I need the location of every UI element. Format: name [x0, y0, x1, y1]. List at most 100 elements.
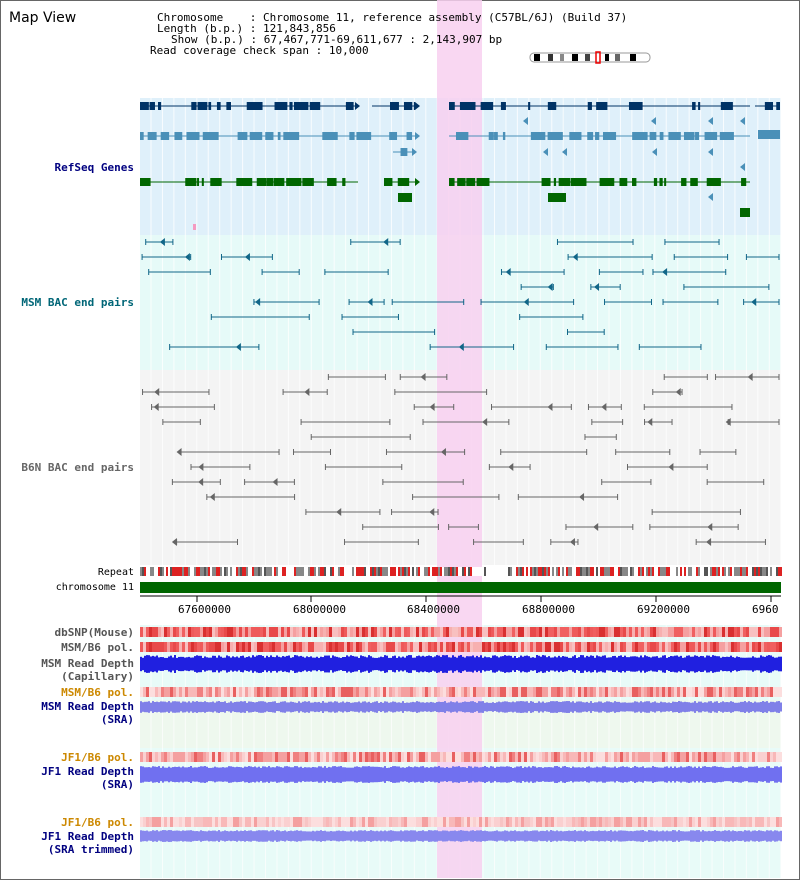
repeat-mark	[682, 567, 684, 576]
repeat-mark	[702, 567, 704, 576]
heat-cell	[482, 687, 485, 697]
track-label-jf1-depth-trim[interactable]: JF1 Read Depth (SRA trimmed)	[41, 830, 134, 856]
heat-cell	[305, 627, 308, 637]
depth-bar	[514, 702, 516, 712]
depth-bar	[572, 656, 574, 672]
heat-cell	[497, 687, 500, 697]
heat-cell	[254, 752, 257, 762]
track-label-msm-depth-cap[interactable]: MSM Read Depth (Capillary)	[41, 657, 134, 683]
depth-bar	[536, 702, 538, 712]
repeat-mark	[768, 567, 770, 576]
depth-bar	[422, 702, 424, 712]
repeat-mark	[778, 567, 780, 576]
track-label-jf1-b6-pol-1[interactable]: JF1/B6 pol.	[61, 751, 134, 764]
depth-bar	[598, 830, 600, 842]
depth-bar	[472, 701, 474, 713]
heat-cell	[299, 752, 302, 762]
heat-cell	[266, 687, 269, 697]
depth-bar	[246, 766, 248, 783]
gene-exon	[659, 132, 664, 140]
track-label-refseq[interactable]: RefSeq Genes	[54, 161, 134, 174]
repeat-mark	[540, 567, 542, 576]
repeat-mark	[182, 567, 184, 576]
depth-bar	[448, 657, 450, 671]
heat-cell	[623, 817, 626, 827]
depth-bar	[208, 830, 210, 842]
heat-cell	[407, 627, 410, 637]
depth-bar	[350, 767, 352, 782]
track-label-dbsnp[interactable]: dbSNP(Mouse)	[54, 626, 134, 639]
track-label-jf1-depth-sra[interactable]: JF1 Read Depth (SRA)	[41, 765, 134, 791]
heat-cell	[617, 817, 620, 827]
depth-bar	[602, 655, 604, 673]
heat-cell	[233, 627, 236, 637]
heat-cell	[239, 642, 242, 652]
depth-bar	[526, 830, 528, 842]
heat-cell	[206, 627, 209, 637]
depth-bar	[736, 702, 738, 712]
depth-bar	[496, 656, 498, 672]
repeat-mark	[670, 567, 672, 576]
depth-bar	[522, 831, 524, 841]
depth-bar	[488, 767, 490, 782]
heat-cell	[509, 752, 512, 762]
depth-bar	[174, 830, 176, 842]
depth-bar	[344, 656, 346, 672]
depth-bar	[480, 655, 482, 673]
depth-bar	[764, 701, 766, 713]
depth-bar	[658, 702, 660, 712]
depth-bar	[310, 702, 312, 712]
depth-bar	[570, 830, 572, 842]
repeat-mark	[744, 567, 746, 576]
depth-bar	[418, 701, 420, 713]
depth-bar	[272, 767, 274, 782]
depth-bar	[700, 831, 702, 841]
depth-bar	[382, 702, 384, 712]
depth-bar	[216, 657, 218, 671]
repeat-mark	[490, 567, 492, 576]
heat-cell	[272, 642, 275, 652]
heat-cell	[422, 642, 425, 652]
heat-cell	[572, 817, 575, 827]
depth-bar	[616, 657, 618, 671]
gene-exon	[476, 178, 490, 186]
repeat-mark	[502, 567, 504, 576]
repeat-mark	[324, 567, 326, 576]
depth-bar	[324, 702, 326, 712]
repeat-mark	[266, 567, 268, 576]
heat-cell	[500, 687, 503, 697]
depth-bar	[590, 701, 592, 713]
depth-bar	[306, 831, 308, 841]
depth-bar	[756, 766, 758, 783]
gene-exon	[345, 102, 354, 110]
heat-cell	[272, 627, 275, 637]
heat-cell	[671, 817, 674, 827]
heat-cell	[353, 627, 356, 637]
repeat-mark	[274, 567, 276, 576]
depth-bar	[348, 656, 350, 672]
heat-cell	[695, 642, 698, 652]
heat-cell	[521, 642, 524, 652]
depth-bar	[702, 656, 704, 672]
track-label-msm-b6-pol-1[interactable]: MSM/B6 pol.	[61, 641, 134, 654]
repeat-mark	[230, 567, 232, 576]
track-label-b6n-bac[interactable]: B6N BAC end pairs	[21, 461, 134, 474]
heat-cell	[275, 642, 278, 652]
gene-exon	[302, 178, 314, 186]
heat-cell	[572, 752, 575, 762]
heat-cell	[212, 752, 215, 762]
depth-bar	[304, 767, 306, 782]
track-label-msm-depth-sra[interactable]: MSM Read Depth (SRA)	[41, 700, 134, 726]
depth-bar	[160, 767, 162, 782]
depth-bar	[218, 655, 220, 673]
track-label-jf1-b6-pol-2[interactable]: JF1/B6 pol.	[61, 816, 134, 829]
depth-bar	[780, 702, 782, 712]
track-label-msm-bac[interactable]: MSM BAC end pairs	[21, 296, 134, 309]
depth-bar	[752, 830, 754, 842]
depth-bar	[588, 656, 590, 672]
repeat-mark	[260, 567, 262, 576]
repeat-mark	[200, 567, 202, 576]
depth-bar	[218, 767, 220, 782]
track-label-msm-b6-pol-2[interactable]: MSM/B6 pol.	[61, 686, 134, 699]
